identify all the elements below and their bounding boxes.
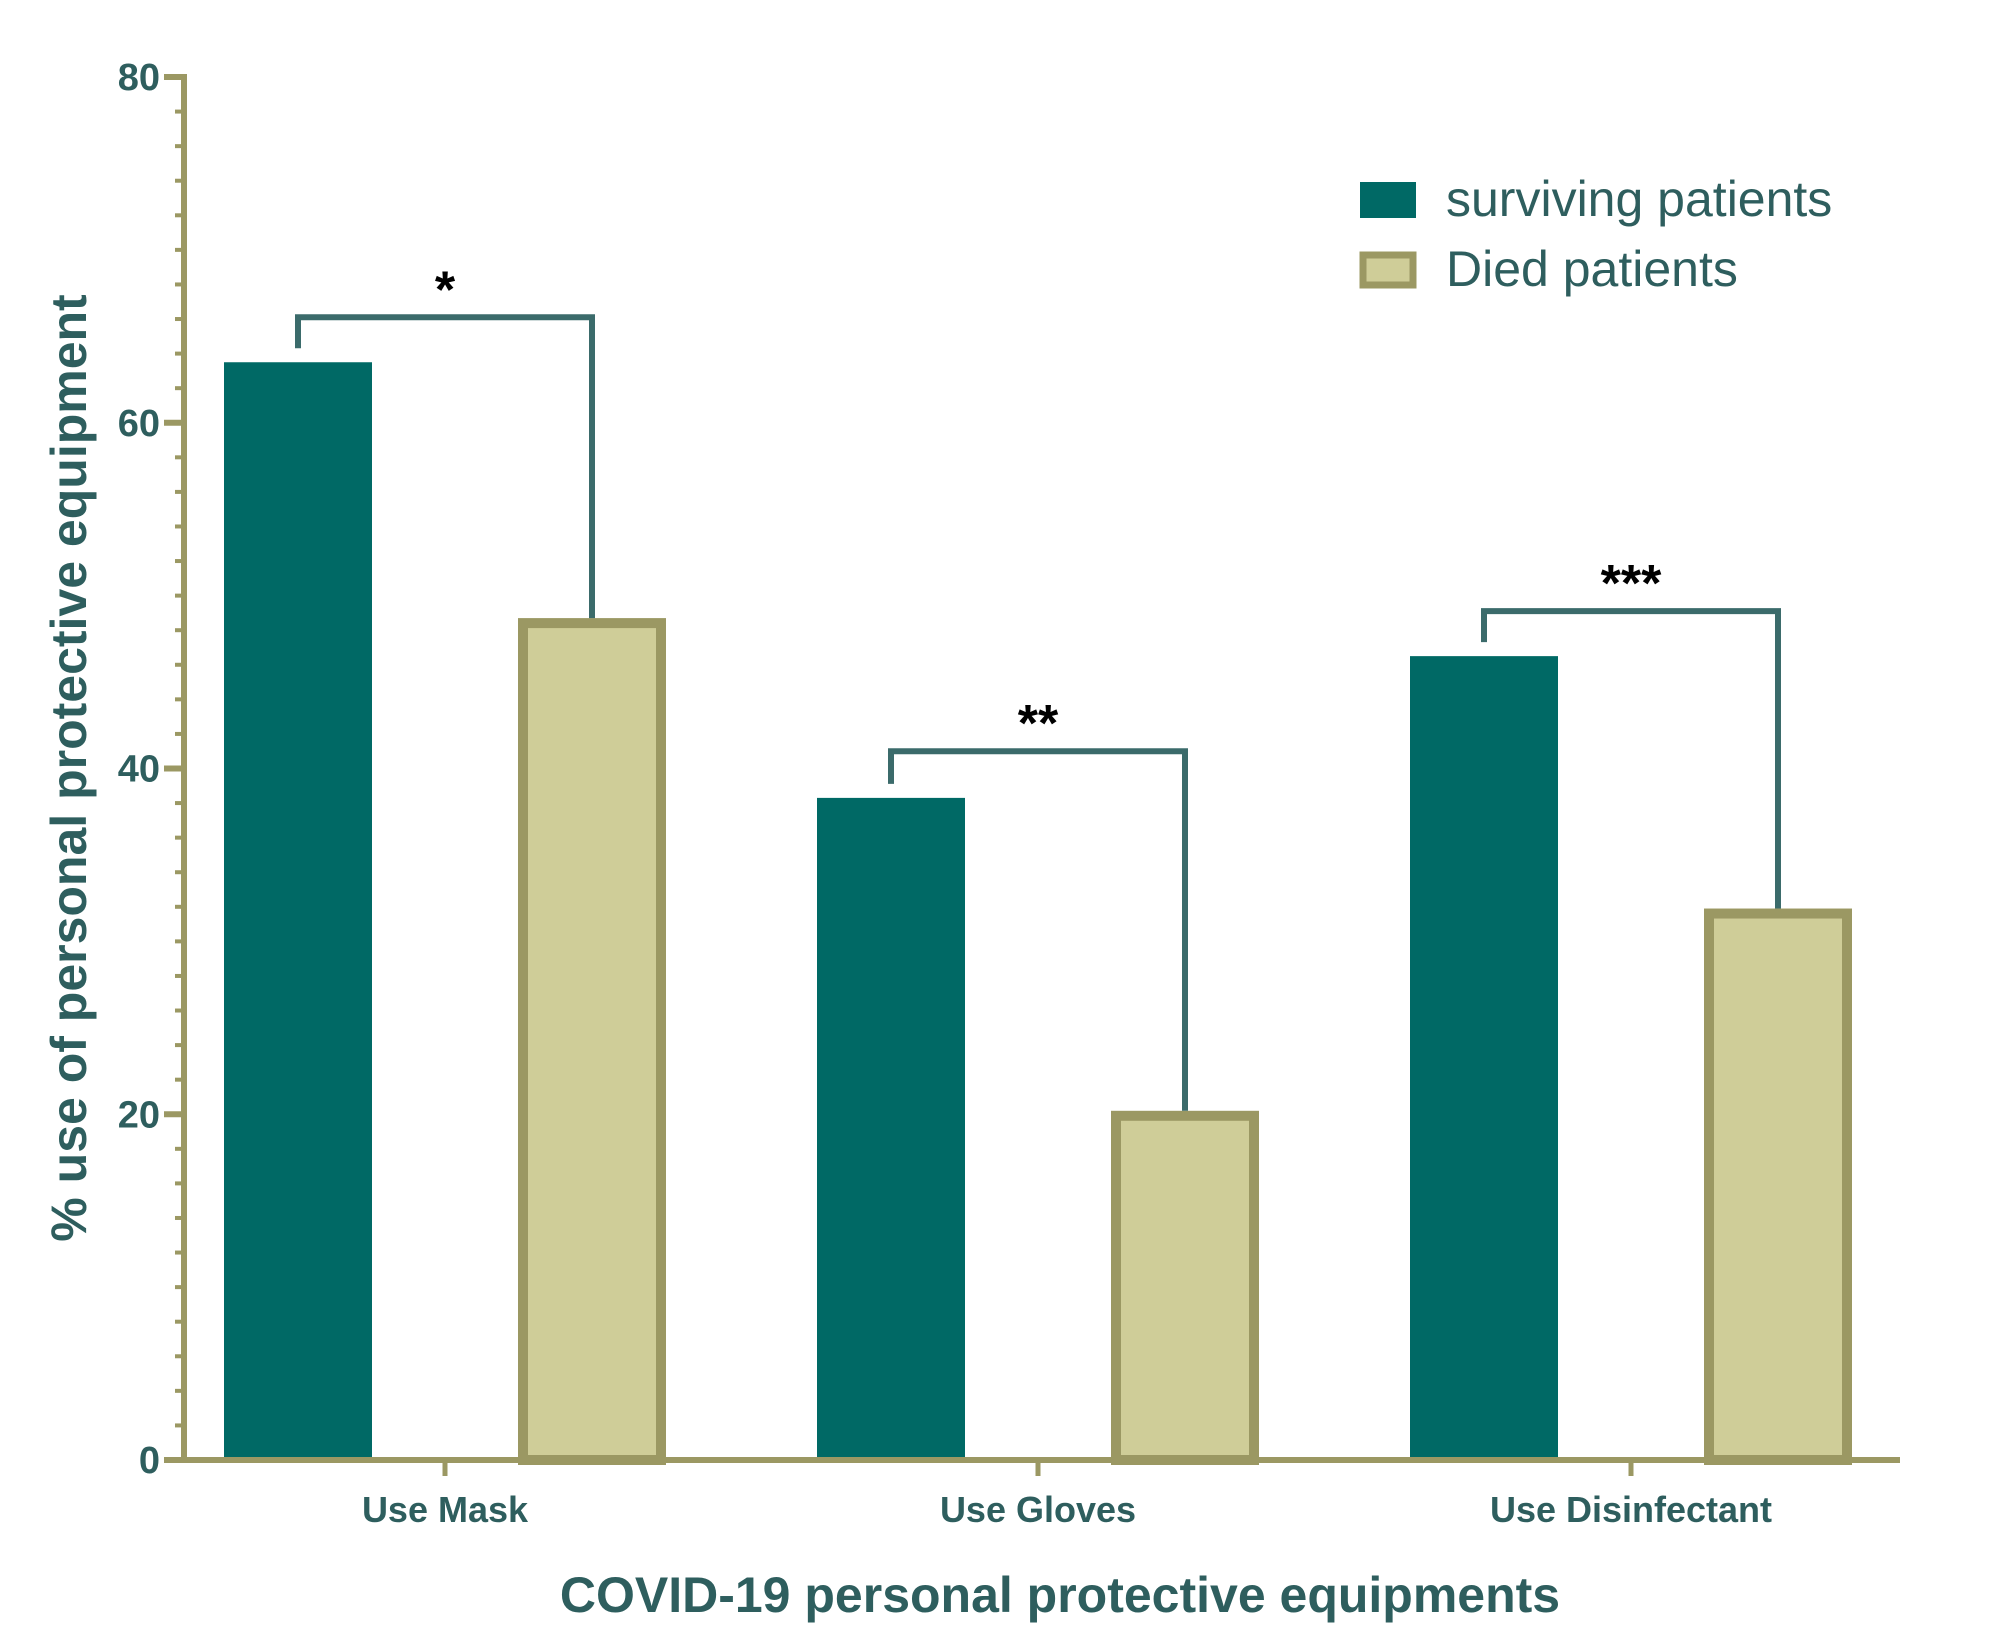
legend: surviving patients Died patients — [1359, 171, 1832, 297]
legend-swatch-surviving — [1360, 182, 1416, 218]
x-axis-title: COVID-19 personal protective equipments — [560, 1567, 1560, 1623]
x-tick-label: Use Gloves — [940, 1489, 1136, 1530]
significance-label: *** — [1601, 555, 1662, 613]
x-tick-labels: Use Mask Use Gloves Use Disinfectant — [362, 1489, 1772, 1530]
x-tick-label: Use Disinfectant — [1490, 1489, 1772, 1530]
legend-label: Died patients — [1446, 241, 1738, 297]
y-axis-title: % use of personal protective equipment — [41, 294, 97, 1242]
bar-surviving-patients — [817, 797, 965, 1460]
bar-died-patients — [1111, 1110, 1259, 1465]
y-tick-label: 60 — [118, 403, 160, 445]
y-tick-labels: 0 20 40 60 80 — [118, 57, 160, 1482]
bar-surviving-patients — [1410, 656, 1558, 1460]
significance-brackets: ****** — [295, 261, 1781, 1111]
legend-label: surviving patients — [1446, 171, 1832, 227]
significance-label: * — [435, 261, 456, 319]
y-axis-major-ticks — [164, 74, 184, 1463]
y-tick-label: 20 — [118, 1094, 160, 1136]
significance-bracket — [295, 314, 595, 619]
x-axis-ticks — [442, 1460, 1634, 1476]
y-tick-label: 80 — [118, 57, 160, 99]
significance-bracket — [888, 748, 1188, 1111]
bar-surviving-patients — [224, 362, 372, 1460]
significance-label: ** — [1018, 695, 1059, 753]
y-tick-label: 0 — [139, 1440, 160, 1482]
bar-died-patients — [518, 618, 666, 1465]
bars — [224, 362, 1852, 1465]
significance-bracket — [1481, 608, 1781, 909]
x-tick-label: Use Mask — [362, 1489, 529, 1530]
bar-died-patients — [1704, 908, 1852, 1465]
y-tick-label: 40 — [118, 749, 160, 791]
legend-swatch-died — [1359, 251, 1417, 289]
